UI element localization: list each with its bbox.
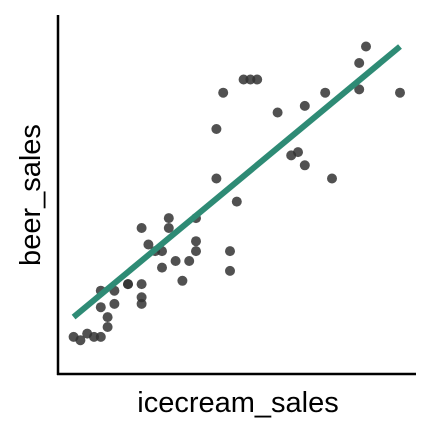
data-point xyxy=(191,246,201,257)
data-point xyxy=(320,87,331,98)
data-point xyxy=(327,173,337,184)
data-point xyxy=(136,279,147,290)
data-point xyxy=(293,147,303,158)
data-point xyxy=(354,84,365,95)
data-point xyxy=(177,275,188,286)
data-point xyxy=(157,262,167,273)
data-point xyxy=(184,256,195,266)
data-point xyxy=(163,213,174,224)
data-point xyxy=(123,279,133,290)
x-axis-title: icecream_sales xyxy=(137,387,338,419)
data-point xyxy=(361,41,371,52)
data-point xyxy=(218,87,229,98)
data-point xyxy=(163,223,174,233)
data-point xyxy=(252,74,263,85)
data-point xyxy=(231,196,242,207)
data-point xyxy=(102,312,113,323)
points-layer xyxy=(68,41,405,346)
data-point xyxy=(354,58,365,68)
data-point xyxy=(395,87,405,98)
data-point xyxy=(272,107,283,118)
data-point xyxy=(299,160,310,171)
data-point xyxy=(136,223,147,233)
data-point xyxy=(95,331,106,342)
data-point xyxy=(191,236,201,247)
regression-line xyxy=(71,44,402,320)
data-point xyxy=(299,100,310,111)
data-point xyxy=(95,302,106,313)
data-point xyxy=(225,265,235,276)
data-point xyxy=(75,335,86,346)
data-point xyxy=(225,246,235,257)
data-point xyxy=(102,322,113,332)
data-point xyxy=(211,124,222,134)
data-point xyxy=(170,256,181,266)
data-point xyxy=(109,298,120,309)
data-point xyxy=(143,239,154,250)
data-point xyxy=(211,173,222,184)
y-axis-title: beer_sales xyxy=(15,124,47,266)
data-point xyxy=(136,298,147,309)
